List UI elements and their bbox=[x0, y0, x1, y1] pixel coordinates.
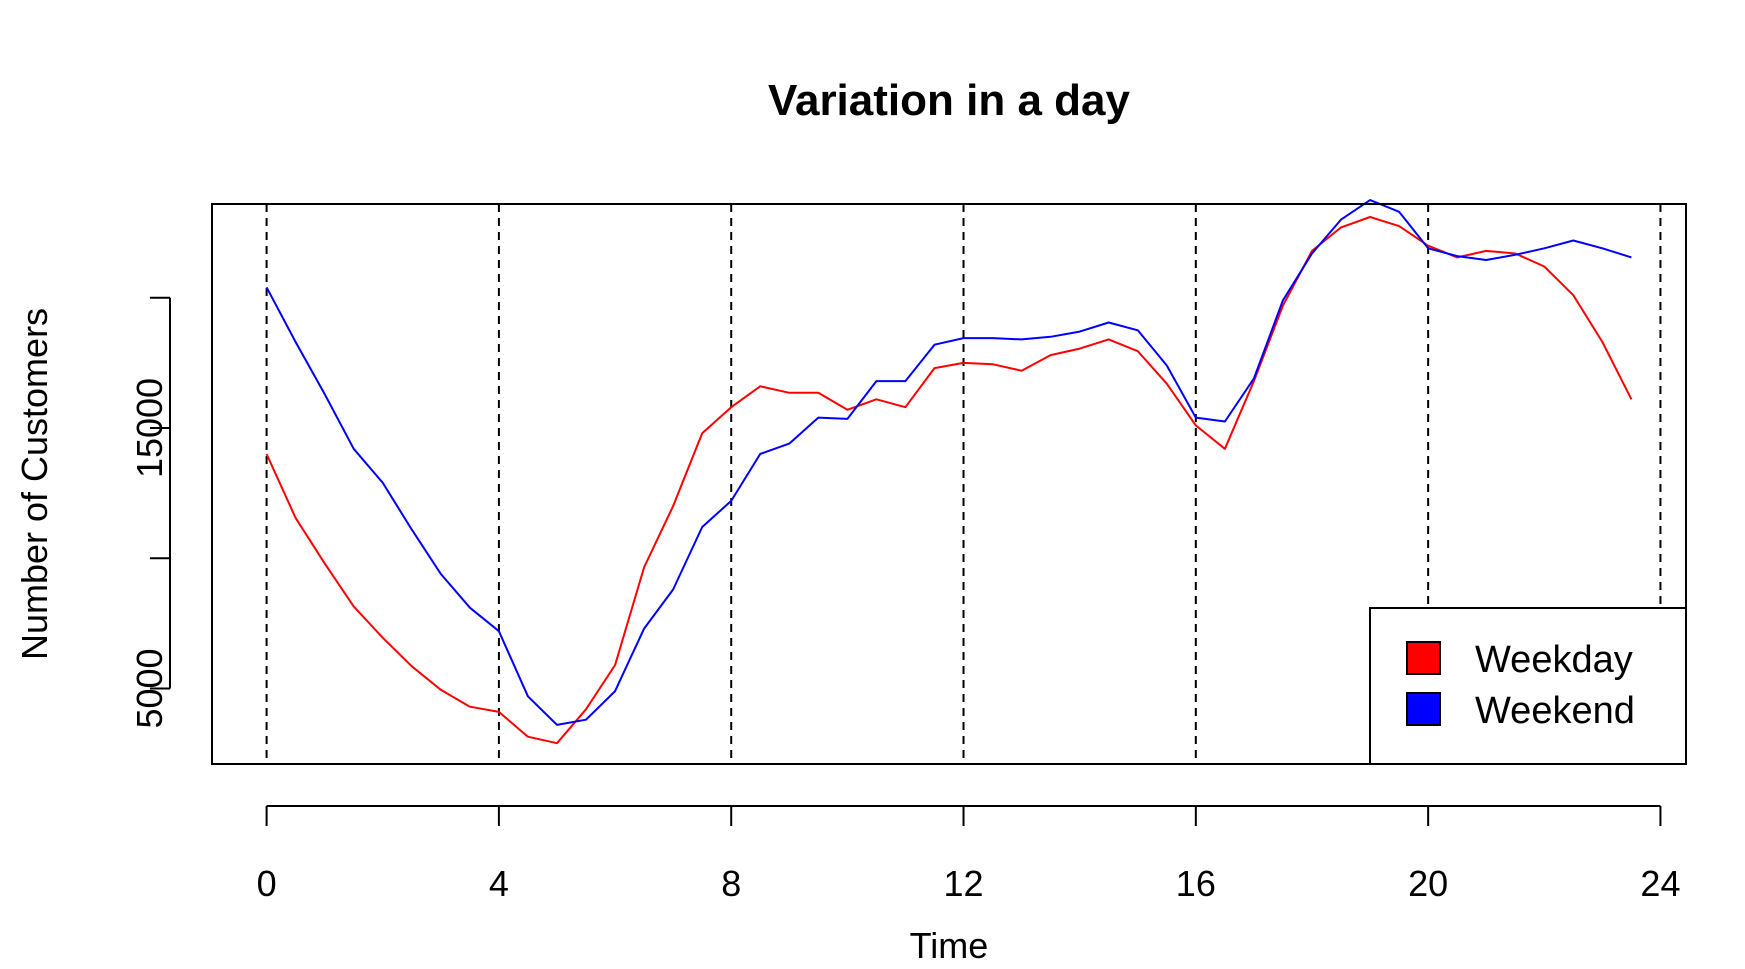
x-tick-label: 16 bbox=[1176, 863, 1216, 904]
y-tick-label: 15000 bbox=[129, 378, 170, 478]
x-tick-label: 24 bbox=[1640, 863, 1680, 904]
x-tick-label: 12 bbox=[943, 863, 983, 904]
legend-swatch-weekday bbox=[1406, 641, 1441, 675]
plot-frame bbox=[211, 203, 1687, 765]
legend-swatch-weekend bbox=[1406, 692, 1441, 726]
x-tick-label: 4 bbox=[489, 863, 509, 904]
x-axis-label: Time bbox=[910, 925, 989, 964]
x-tick-label: 0 bbox=[257, 863, 277, 904]
x-tick-label: 20 bbox=[1408, 863, 1448, 904]
legend-label-weekend: Weekend bbox=[1475, 690, 1635, 732]
x-tick-label: 8 bbox=[721, 863, 741, 904]
legend-label-weekday: Weekday bbox=[1475, 639, 1633, 681]
legend: Weekday Weekend bbox=[1369, 607, 1687, 765]
y-axis-label: Number of Customers bbox=[14, 308, 55, 660]
y-tick-label: 5000 bbox=[129, 648, 170, 728]
series-line-weekday bbox=[265, 216, 1633, 745]
chart-title: Variation in a day bbox=[768, 76, 1130, 125]
legend-box bbox=[1369, 607, 1687, 765]
series-line-weekend bbox=[265, 199, 1632, 726]
